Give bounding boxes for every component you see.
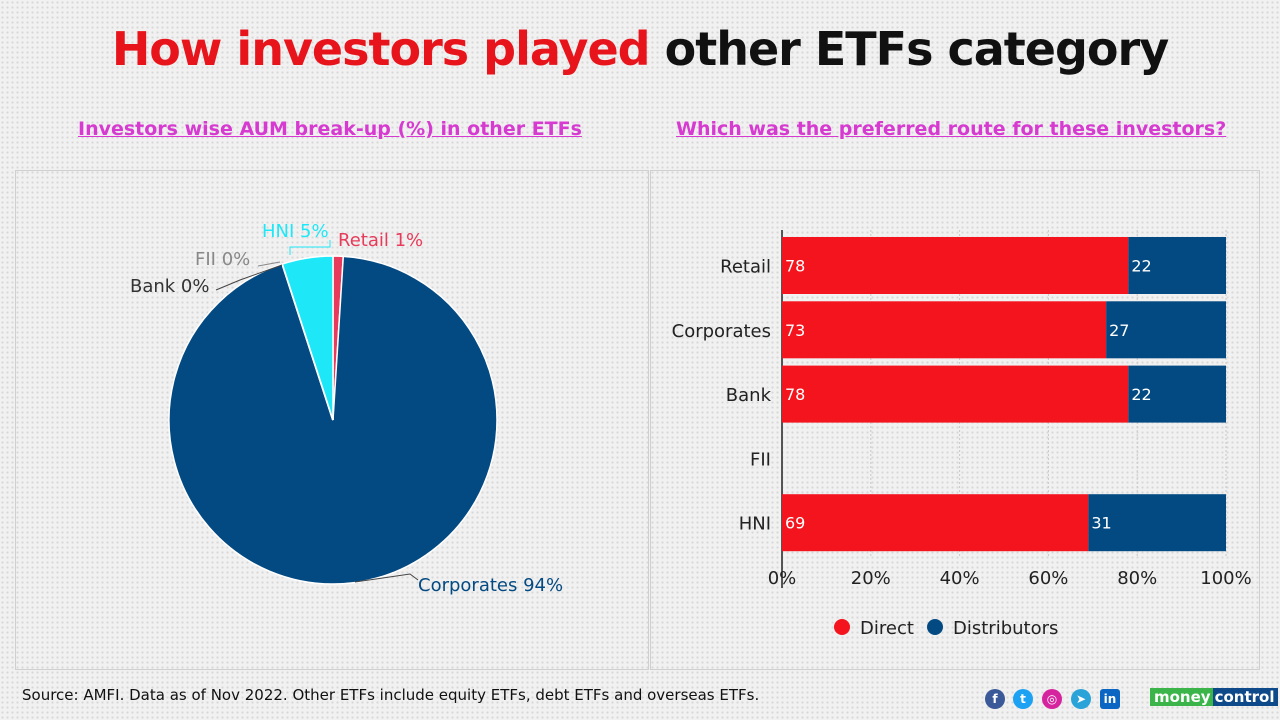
legend-marker-direct (834, 619, 850, 635)
bar-value-label: 27 (1109, 321, 1129, 340)
legend-marker-distributors (927, 619, 943, 635)
bar-value-label: 78 (785, 257, 805, 276)
pie-title: Investors wise AUM break-up (%) in other… (78, 118, 582, 140)
facebook-icon[interactable]: f (985, 689, 1005, 709)
x-tick-label: 80% (1117, 568, 1157, 589)
category-label: Corporates (672, 321, 771, 342)
page-title: How investors played other ETFs category (111, 22, 1169, 76)
x-tick-label: 20% (851, 568, 891, 589)
bar-distributors (1106, 301, 1226, 359)
bar-direct (782, 365, 1129, 423)
instagram-icon[interactable]: ◎ (1042, 689, 1062, 709)
twitter-icon[interactable]: t (1013, 689, 1033, 709)
x-tick-label: 100% (1200, 568, 1251, 589)
pie-label-fii: FII 0% (195, 249, 250, 270)
linkedin-icon[interactable]: in (1100, 689, 1120, 709)
category-label: Bank (726, 385, 772, 406)
x-tick-label: 40% (940, 568, 980, 589)
bar-direct (782, 494, 1089, 552)
bar-direct (782, 301, 1107, 359)
x-tick-label: 0% (768, 568, 797, 589)
category-label: Retail (720, 257, 771, 278)
category-label: HNI (739, 514, 771, 535)
category-label: FII (750, 449, 771, 470)
bar-distributors (1128, 365, 1226, 423)
moneycontrol-logo: money control (1150, 686, 1279, 708)
bar-value-label: 22 (1131, 257, 1151, 276)
bar-direct (782, 237, 1129, 294)
leader-line (289, 240, 331, 255)
legend-label-distributors: Distributors (953, 618, 1058, 639)
legend-label-direct: Direct (860, 618, 914, 639)
bar-panel (650, 170, 1260, 670)
leader-line (354, 573, 419, 583)
bar-value-label: 78 (785, 385, 805, 404)
pie-slice-hni (281, 255, 334, 421)
leader-line (215, 264, 283, 291)
bar-value-label: 31 (1091, 514, 1111, 533)
pie-label-retail: Retail 1% (338, 230, 423, 251)
bar-title: Which was the preferred route for these … (676, 118, 1227, 140)
bar-value-label: 69 (785, 514, 805, 533)
leader-line (257, 261, 281, 267)
pie-panel (15, 170, 649, 670)
pie-label-bank: Bank 0% (130, 276, 210, 297)
bar-value-label: 22 (1131, 385, 1151, 404)
pie-label-corporates: Corporates 94% (418, 575, 563, 596)
pie-label-hni: HNI 5% (262, 221, 329, 242)
bar-distributors (1088, 494, 1226, 552)
source-note: Source: AMFI. Data as of Nov 2022. Other… (22, 686, 760, 704)
pie-slice-corporates (168, 255, 498, 585)
telegram-icon[interactable]: ➤ (1071, 689, 1091, 709)
bar-value-label: 73 (785, 321, 805, 340)
x-tick-label: 60% (1028, 568, 1068, 589)
bar-distributors (1128, 237, 1226, 294)
